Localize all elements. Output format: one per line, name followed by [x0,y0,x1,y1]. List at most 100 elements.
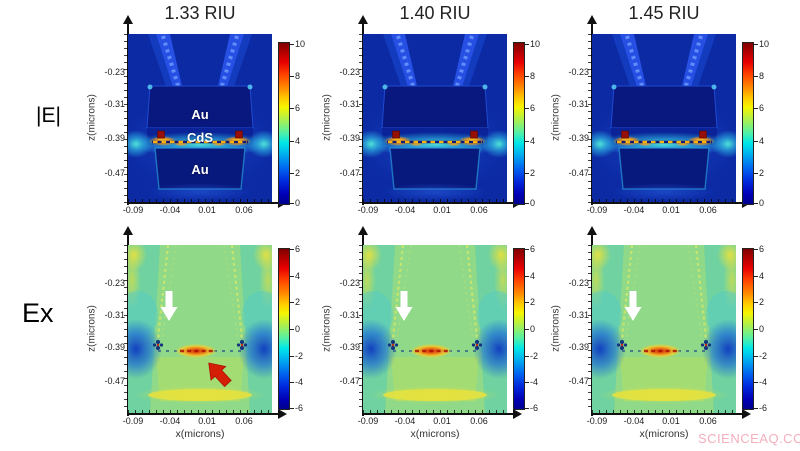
material-label-au-bottom: Au [191,162,209,177]
x-tick: 0.01 [198,205,216,215]
y-tick: -0.23 [104,67,125,77]
colorbar-tick: 0 [290,324,300,334]
y-tick: -0.31 [568,99,589,109]
colorbar-tick: 4 [290,136,300,146]
Ex-field-heatmap [592,245,736,413]
row-label-Ex: Ex [22,298,54,328]
colorbar-tick: 10 [754,39,769,49]
colorbar-tick: 8 [290,71,300,81]
y-tick: -0.47 [568,376,589,386]
colorbar-tick: 10 [525,39,540,49]
colorbar-tick: 6 [290,244,300,254]
red-annotation-arrow-icon [208,362,232,388]
panel-E-1.45RIU: 1.45 RIU z(microns) -0.23 -0.31 -0.39 -0… [547,0,770,225]
colorbar-tick: -4 [525,377,538,387]
x-tick: -0.04 [394,416,416,426]
x-axis-label: x(microns) [639,428,689,440]
colorbar-tick: 0 [525,198,535,208]
y-tick: -0.39 [568,342,589,352]
colorbar-tick: 6 [290,103,300,113]
y-axis-line [591,24,593,205]
x-axis-label: x(microns) [410,428,460,440]
y-axis-arrow-icon [122,226,133,235]
y-tick: -0.23 [568,67,589,77]
x-tick: 0.01 [662,205,680,215]
x-minor-ticks [592,199,736,203]
y-axis-label: z(microns) [321,305,333,352]
x-tick: 0.06 [699,205,717,215]
white-down-arrow [160,291,178,321]
y-axis-label: z(microns) [550,305,562,352]
colorbar-tick: -2 [290,351,303,361]
x-tick: 0.06 [235,416,253,426]
y-axis-arrow-icon [586,226,597,235]
x-tick: -0.04 [623,416,645,426]
white-down-arrow [395,291,413,321]
x-axis-label: x(microns) [175,428,225,440]
x-tick: 0.01 [433,416,451,426]
colorbar-tick: 4 [525,271,535,281]
y-axis-arrow-icon [122,15,133,24]
x-minor-ticks [592,410,736,414]
y-minor-ticks [359,34,363,203]
x-axis-line [128,202,279,204]
colorbar [742,248,754,410]
y-tick: -0.47 [104,168,125,178]
x-minor-ticks [128,410,272,414]
x-tick: 0.01 [433,205,451,215]
panel-Ex-1.40RIU: z(microns) -0.23 -0.31 -0.39 -0.47 [318,225,538,451]
x-tick: -0.04 [159,205,181,215]
colorbar-tick: 6 [525,244,535,254]
colorbar-tick: 0 [290,198,300,208]
x-tick: -0.04 [159,416,181,426]
y-tick: -0.47 [339,168,360,178]
colorbar-tick: -2 [525,351,538,361]
y-tick: -0.39 [339,133,360,143]
y-tick: -0.47 [104,376,125,386]
colorbar-tick: 2 [754,168,764,178]
colorbar-tick: 8 [525,71,535,81]
colorbar-tick: -6 [754,403,767,413]
x-axis-arrow-icon [513,409,522,419]
colorbar-tick: 0 [525,324,535,334]
panel-Ex-1.45RIU: z(microns) -0.23 -0.31 -0.39 -0.47 [547,225,767,451]
colorbar-tick: 0 [754,198,764,208]
colorbar [513,248,525,410]
y-tick: -0.31 [104,99,125,109]
colorbar-tick: 4 [525,136,535,146]
white-down-arrow [624,291,642,321]
y-tick: -0.39 [104,133,125,143]
row-label-E-magnitude: |E| [36,104,61,127]
colorbar-tick: 6 [754,244,764,254]
panel-E-1.40RIU: 1.40 RIU z(microns) -0.23 -0.31 -0.39 -0… [318,0,541,225]
x-tick: -0.09 [586,416,608,426]
y-tick: -0.31 [104,310,125,320]
y-tick: -0.31 [568,310,589,320]
colorbar-tick: -6 [525,403,538,413]
colorbar-tick: 2 [290,297,300,307]
colorbar-tick: 10 [290,39,305,49]
E-field-heatmap [592,34,736,203]
Ex-field-heatmap [128,245,272,413]
y-tick: -0.39 [104,342,125,352]
x-tick: 0.01 [662,416,680,426]
panel-title: 1.40 RIU [399,3,471,23]
colorbar-tick: 8 [754,71,764,81]
x-tick: -0.09 [586,205,608,215]
y-minor-ticks [359,245,363,413]
y-tick: -0.39 [568,133,589,143]
colorbar [513,42,525,205]
x-axis-line [363,413,514,415]
x-tick: -0.04 [394,205,416,215]
y-axis-arrow-icon [357,226,368,235]
x-tick: -0.09 [357,205,379,215]
E-field-heatmap [128,34,272,203]
x-tick: 0.06 [470,416,488,426]
colorbar-tick: 0 [754,324,764,334]
x-tick: -0.09 [357,416,379,426]
panel-Ex-1.33RIU: z(microns) -0.23 -0.31 -0.39 -0.47 [83,225,303,451]
colorbar-tick: 4 [754,136,764,146]
colorbar-tick: -6 [290,403,303,413]
y-axis-label: z(microns) [86,305,98,352]
